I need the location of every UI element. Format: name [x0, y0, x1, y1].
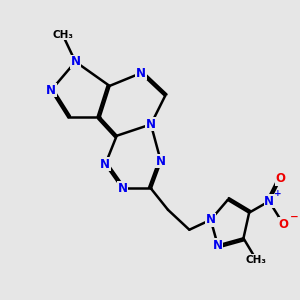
Text: CH₃: CH₃: [246, 255, 267, 265]
Text: N: N: [264, 195, 274, 208]
Text: +: +: [274, 189, 282, 198]
Text: O: O: [278, 218, 288, 231]
Text: −: −: [290, 212, 298, 222]
Text: N: N: [206, 213, 216, 226]
Text: N: N: [213, 239, 223, 252]
Text: CH₃: CH₃: [52, 30, 73, 40]
Text: N: N: [156, 155, 166, 168]
Text: N: N: [100, 158, 110, 171]
Text: N: N: [46, 84, 56, 97]
Text: N: N: [146, 118, 156, 131]
Text: N: N: [136, 67, 146, 80]
Text: N: N: [117, 182, 128, 195]
Text: N: N: [70, 55, 80, 68]
Text: O: O: [275, 172, 286, 185]
